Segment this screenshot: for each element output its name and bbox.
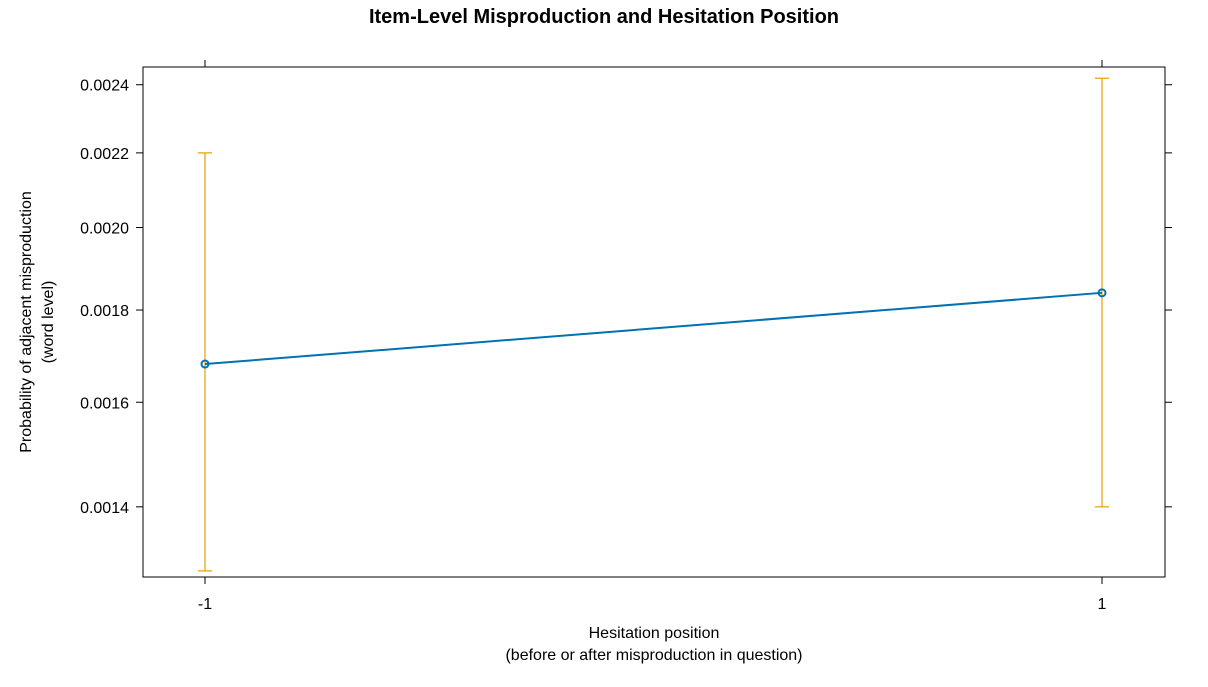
- series-line-group: [200, 288, 1107, 369]
- y-axis-label-line1: Probability of adjacent misproduction: [18, 191, 35, 452]
- error-bars: [198, 77, 1109, 572]
- x-axis: -1 1: [198, 60, 1107, 613]
- plot-frame: [142, 66, 1166, 578]
- series-line: [204, 291, 1103, 366]
- x-tick-label: 1: [1098, 596, 1107, 613]
- y-tick-label: 0.0014: [80, 500, 129, 517]
- data-point--1: [200, 359, 210, 369]
- chart-title: Item-Level Misproduction and Hesitation …: [369, 6, 839, 28]
- y-tick-label: 0.0018: [80, 303, 129, 320]
- y-axis-label-line2: (word level): [40, 281, 57, 364]
- y-tick-label: 0.0020: [80, 221, 129, 238]
- data-point-1: [1097, 288, 1107, 298]
- y-tick-label: 0.0022: [80, 146, 129, 163]
- x-axis-label-line2: (before or after misproduction in questi…: [505, 647, 802, 664]
- x-axis-label-line1: Hesitation position: [589, 625, 720, 642]
- x-tick-label: -1: [198, 596, 212, 613]
- y-tick-label: 0.0016: [80, 395, 129, 412]
- y-tick-label: 0.0024: [80, 78, 129, 95]
- y-axis: 0.0014 0.0016 0.0018 0.0020 0.0022 0.0024: [80, 78, 1172, 517]
